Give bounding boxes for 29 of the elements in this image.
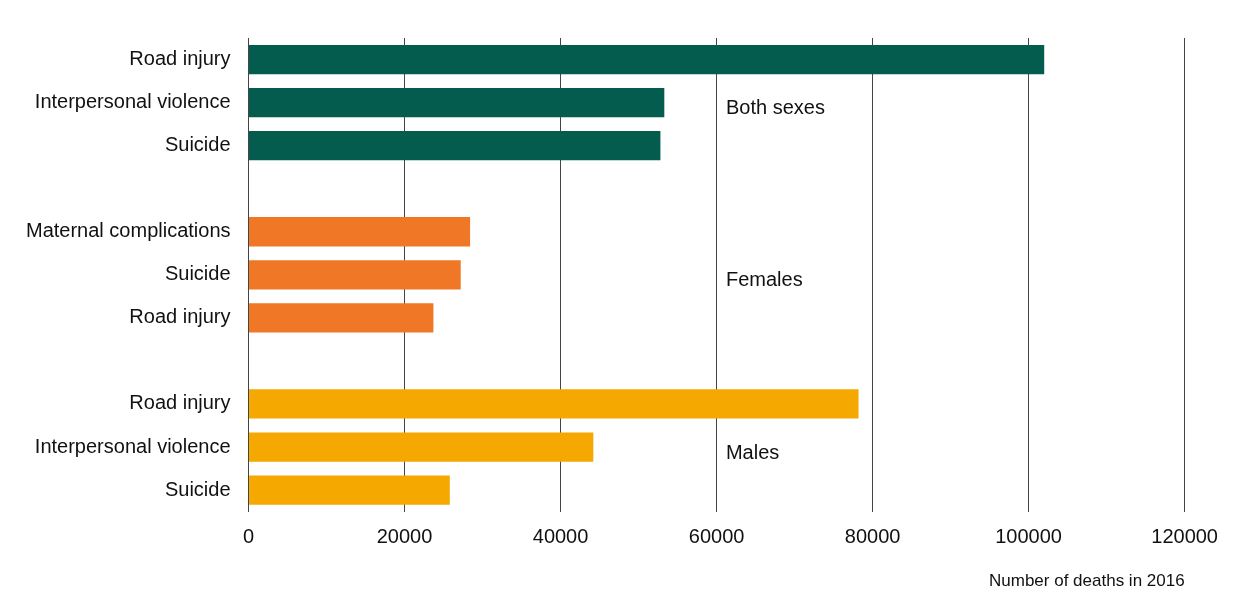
x-tick-label: 0 <box>242 525 255 548</box>
bar <box>249 44 1045 75</box>
x-tick-label: 100000 <box>995 525 1062 548</box>
bar <box>249 131 661 161</box>
y-tick-label: Interpersonal violence <box>34 434 231 457</box>
x-tick-label: 60000 <box>688 525 745 548</box>
series-label: Males <box>725 440 780 463</box>
bar <box>249 260 461 290</box>
x-tick-label: 40000 <box>532 525 589 548</box>
y-tick-label: Suicide <box>164 477 231 500</box>
bar <box>249 475 450 505</box>
y-tick-label: Road injury <box>129 391 231 414</box>
x-tick-label: 80000 <box>844 525 901 548</box>
bar <box>249 303 434 333</box>
bar <box>249 87 665 118</box>
bar <box>249 389 859 419</box>
x-tick-label: 20000 <box>376 525 433 548</box>
x-axis-title: Number of deaths in 2016 <box>989 571 1185 591</box>
series-label: Both sexes <box>725 96 825 119</box>
y-tick-label: Maternal complications <box>26 219 231 242</box>
y-tick-label: Interpersonal violence <box>34 90 231 113</box>
bar <box>249 432 594 462</box>
y-tick-label: Suicide <box>164 262 231 285</box>
y-tick-label: Road injury <box>129 305 231 328</box>
x-tick-label: 120000 <box>1151 525 1219 548</box>
text: Females <box>725 268 803 291</box>
bar <box>249 217 471 247</box>
y-tick-label: Road injury <box>129 47 231 70</box>
y-tick-label: Suicide <box>164 133 231 156</box>
